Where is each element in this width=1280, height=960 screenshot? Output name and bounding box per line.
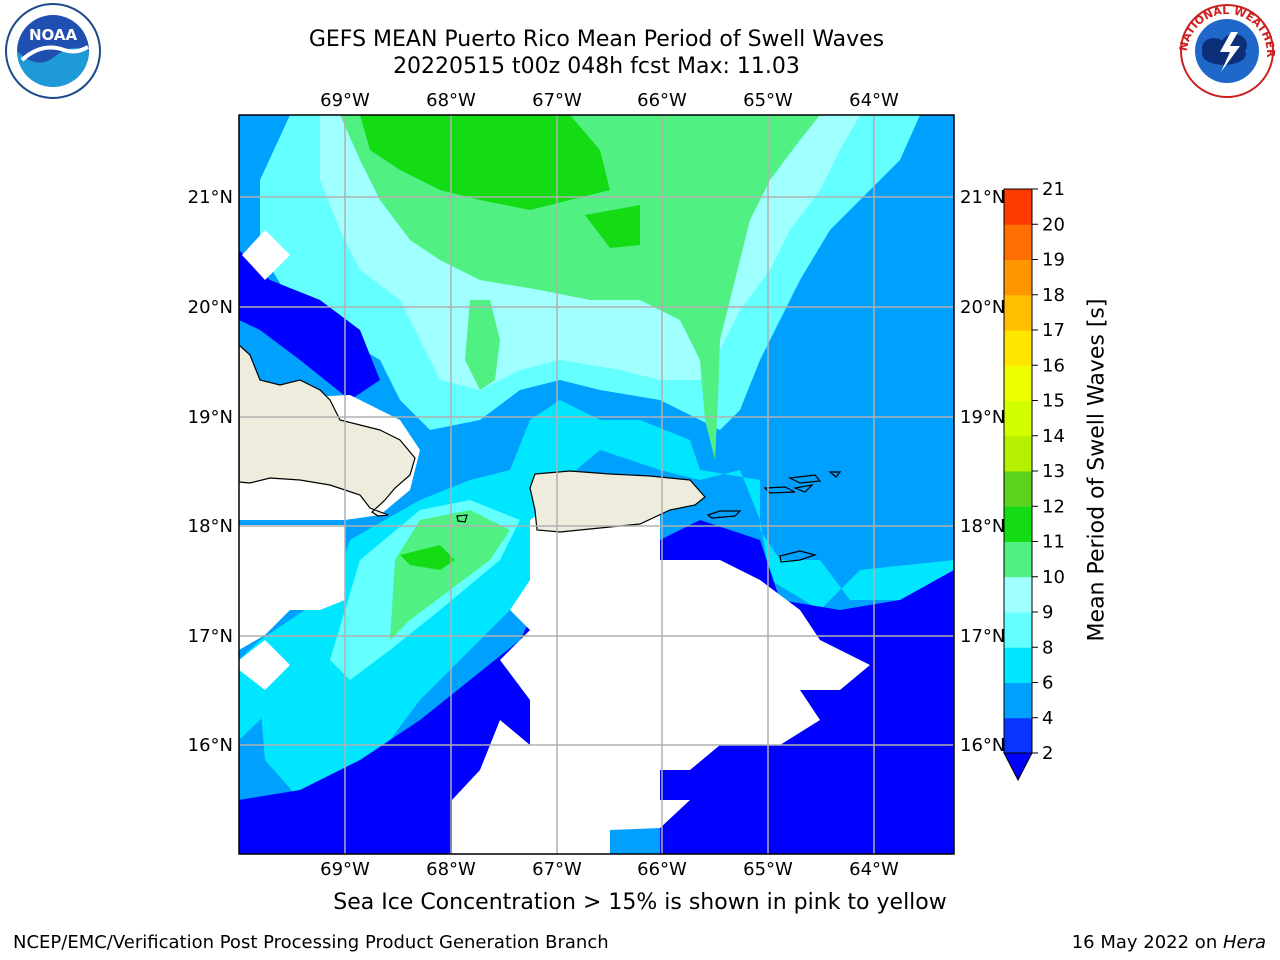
colorbar-band — [1004, 400, 1032, 437]
land-st-croix — [779, 550, 818, 563]
colorbar-band — [1004, 259, 1032, 296]
band-11-12-a — [585, 205, 640, 248]
noaa-logo: NOAA — [5, 3, 101, 99]
colorbar-band — [1004, 189, 1032, 225]
colorbar-tick-label: 19 — [1042, 250, 1065, 271]
colorbar-tick-label: 4 — [1042, 708, 1053, 729]
colorbar-label: Mean Period of Swell Waves [s] — [1084, 298, 1110, 642]
colorbar: 2 4 6 8 9 10 11 12 13 14 15 16 17 18 19 20 21 — [1003, 179, 1065, 782]
colorbar-tick-label: 6 — [1042, 673, 1053, 694]
lon-label-bottom: 65°W — [743, 859, 793, 880]
lat-label-right: 18°N — [960, 516, 1005, 537]
no-data-nw — [242, 230, 290, 280]
footer-credit: NCEP/EMC/Verification Post Processing Pr… — [13, 932, 609, 953]
lon-label-top: 67°W — [532, 90, 582, 111]
noaa-logo-text: NOAA — [29, 26, 78, 44]
lon-label-bottom: 68°W — [426, 859, 476, 880]
colorbar-tick-label: 10 — [1042, 567, 1065, 588]
lon-label-bottom: 64°W — [849, 859, 899, 880]
lon-label-top: 68°W — [426, 90, 476, 111]
no-data-west-b — [239, 640, 290, 690]
colorbar-tick-label: 18 — [1042, 285, 1065, 306]
footer-date: 16 May 2022 on Hera — [1072, 932, 1266, 953]
nws-logo: NATIONAL WEATHER SERVICE — [1176, 2, 1277, 98]
colorbar-band — [1004, 647, 1032, 683]
colorbar-band — [1004, 612, 1032, 648]
band-10-11-south — [390, 510, 510, 640]
band-11-12-b — [400, 545, 455, 570]
swell-period-field — [239, 115, 954, 854]
colorbar-band — [1004, 682, 1032, 719]
colorbar-tick-label: 12 — [1042, 496, 1065, 517]
colorbar-tick-label: 2 — [1042, 743, 1053, 764]
lat-label-left: 17°N — [188, 626, 233, 647]
land-mona — [456, 514, 468, 523]
colorbar-band — [1004, 224, 1032, 260]
lon-label-top: 64°W — [849, 90, 899, 111]
lat-label-right: 20°N — [960, 297, 1005, 318]
map-frame — [238, 114, 955, 855]
chart-subtitle: 20220515 t00z 048h fcst Max: 11.03 — [393, 54, 800, 79]
lat-label-right: 21°N — [960, 187, 1005, 208]
colorbar-tick-label: 9 — [1042, 602, 1053, 623]
lat-label-right: 17°N — [960, 626, 1005, 647]
colorbar-extend-arrow — [1003, 752, 1033, 782]
lat-label-right: 16°N — [960, 735, 1005, 756]
colorbar-tick-label: 8 — [1042, 637, 1053, 658]
lat-label-left: 21°N — [188, 187, 233, 208]
lon-label-top: 69°W — [320, 90, 370, 111]
footer-date-text: 16 May 2022 on — [1071, 932, 1223, 953]
colorbar-band — [1004, 717, 1032, 754]
band-10-11-patch — [465, 300, 500, 390]
colorbar-band — [1004, 471, 1032, 507]
no-data-west — [239, 525, 345, 650]
band-11-12 — [360, 115, 610, 210]
lon-label-top: 66°W — [637, 90, 687, 111]
band-6-8 — [260, 115, 954, 800]
colorbar-band — [1004, 365, 1032, 401]
map-grid — [239, 115, 954, 854]
colorbar-tick-label: 15 — [1042, 391, 1065, 412]
lat-label-left: 18°N — [188, 516, 233, 537]
colorbar-band — [1004, 541, 1032, 578]
lon-label-bottom: 66°W — [637, 859, 687, 880]
colorbar-band — [1004, 506, 1032, 542]
colorbar-tick-label: 21 — [1042, 179, 1065, 200]
colorbar-band — [1004, 294, 1032, 331]
colorbar-tick-label: 14 — [1042, 426, 1065, 447]
land-vieques — [706, 510, 742, 519]
band-10-11 — [340, 115, 820, 460]
sea-ice-note: Sea Ice Concentration > 15% is shown in … — [333, 890, 947, 915]
lat-label-left: 20°N — [188, 297, 233, 318]
lat-label-left: 19°N — [188, 407, 233, 428]
footer-system: Hera — [1222, 932, 1266, 953]
land-virgin-islands — [763, 471, 842, 494]
lon-label-bottom: 67°W — [532, 859, 582, 880]
colorbar-tick-label: 17 — [1042, 320, 1065, 341]
land-hispaniola — [239, 344, 416, 517]
lat-label-left: 16°N — [188, 735, 233, 756]
chart-title: GEFS MEAN Puerto Rico Mean Period of Swe… — [308, 27, 885, 52]
colorbar-tick-label: 13 — [1042, 461, 1065, 482]
colorbar-tick-label: 20 — [1042, 214, 1065, 235]
colorbar-band — [1004, 576, 1032, 613]
colorbar-tick-label: 16 — [1042, 355, 1065, 376]
colorbar-band — [1004, 330, 1032, 366]
colorbar-tick-label: 11 — [1042, 532, 1065, 553]
lat-label-right: 19°N — [960, 407, 1005, 428]
colorbar-band — [1004, 435, 1032, 472]
lon-label-top: 65°W — [743, 90, 793, 111]
lon-label-bottom: 69°W — [320, 859, 370, 880]
